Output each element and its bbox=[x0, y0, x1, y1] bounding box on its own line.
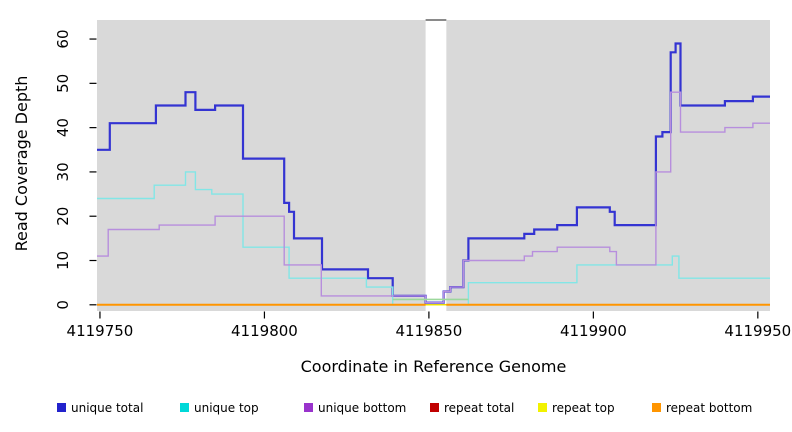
gap-band-top-border bbox=[425, 19, 447, 21]
legend-item: unique bottom bbox=[304, 401, 406, 415]
y-axis-tick-label: 10 bbox=[54, 251, 72, 270]
x-axis-tick-label: 4119750 bbox=[67, 322, 134, 340]
legend-swatch-unique-top bbox=[180, 403, 189, 412]
y-axis-tick-label: 30 bbox=[54, 162, 72, 181]
legend-label: repeat bottom bbox=[666, 401, 752, 415]
y-axis-tick-label: 0 bbox=[54, 300, 72, 310]
legend-label: repeat total bbox=[444, 401, 514, 415]
legend-label: repeat top bbox=[552, 401, 615, 415]
y-axis-tick-label: 50 bbox=[54, 74, 72, 93]
legend-label: unique top bbox=[194, 401, 259, 415]
series-unique-bottom bbox=[97, 91, 770, 304]
legend-swatch-unique-bottom bbox=[304, 403, 313, 412]
legend-item: repeat bottom bbox=[652, 401, 752, 415]
legend-swatch-unique-total bbox=[57, 403, 66, 412]
legend-swatch-repeat-total bbox=[430, 403, 439, 412]
x-axis-tick-label: 4119850 bbox=[395, 322, 462, 340]
legend-label: unique bottom bbox=[318, 401, 406, 415]
legend-item: unique total bbox=[57, 401, 143, 415]
legend-swatch-repeat-bottom bbox=[652, 403, 661, 412]
y-axis-tick-label: 40 bbox=[54, 118, 72, 137]
x-axis-tick-label: 4119950 bbox=[724, 322, 791, 340]
legend-label: unique total bbox=[71, 401, 143, 415]
gap-band bbox=[425, 19, 447, 311]
legend-item: unique top bbox=[180, 401, 259, 415]
legend: unique total unique top unique bottom repea… bbox=[57, 401, 752, 415]
legend-swatch-repeat-top bbox=[538, 403, 547, 412]
x-axis-tick-label: 4119900 bbox=[560, 322, 627, 340]
legend-item: repeat total bbox=[430, 401, 514, 415]
x-axis-label: Coordinate in Reference Genome bbox=[301, 357, 567, 376]
y-axis-label: Read Coverage Depth bbox=[12, 76, 31, 252]
y-axis-tick-label: 60 bbox=[54, 29, 72, 48]
y-axis-tick-label: 20 bbox=[54, 207, 72, 226]
legend-item: repeat top bbox=[538, 401, 615, 415]
x-axis-tick-label: 4119800 bbox=[231, 322, 298, 340]
